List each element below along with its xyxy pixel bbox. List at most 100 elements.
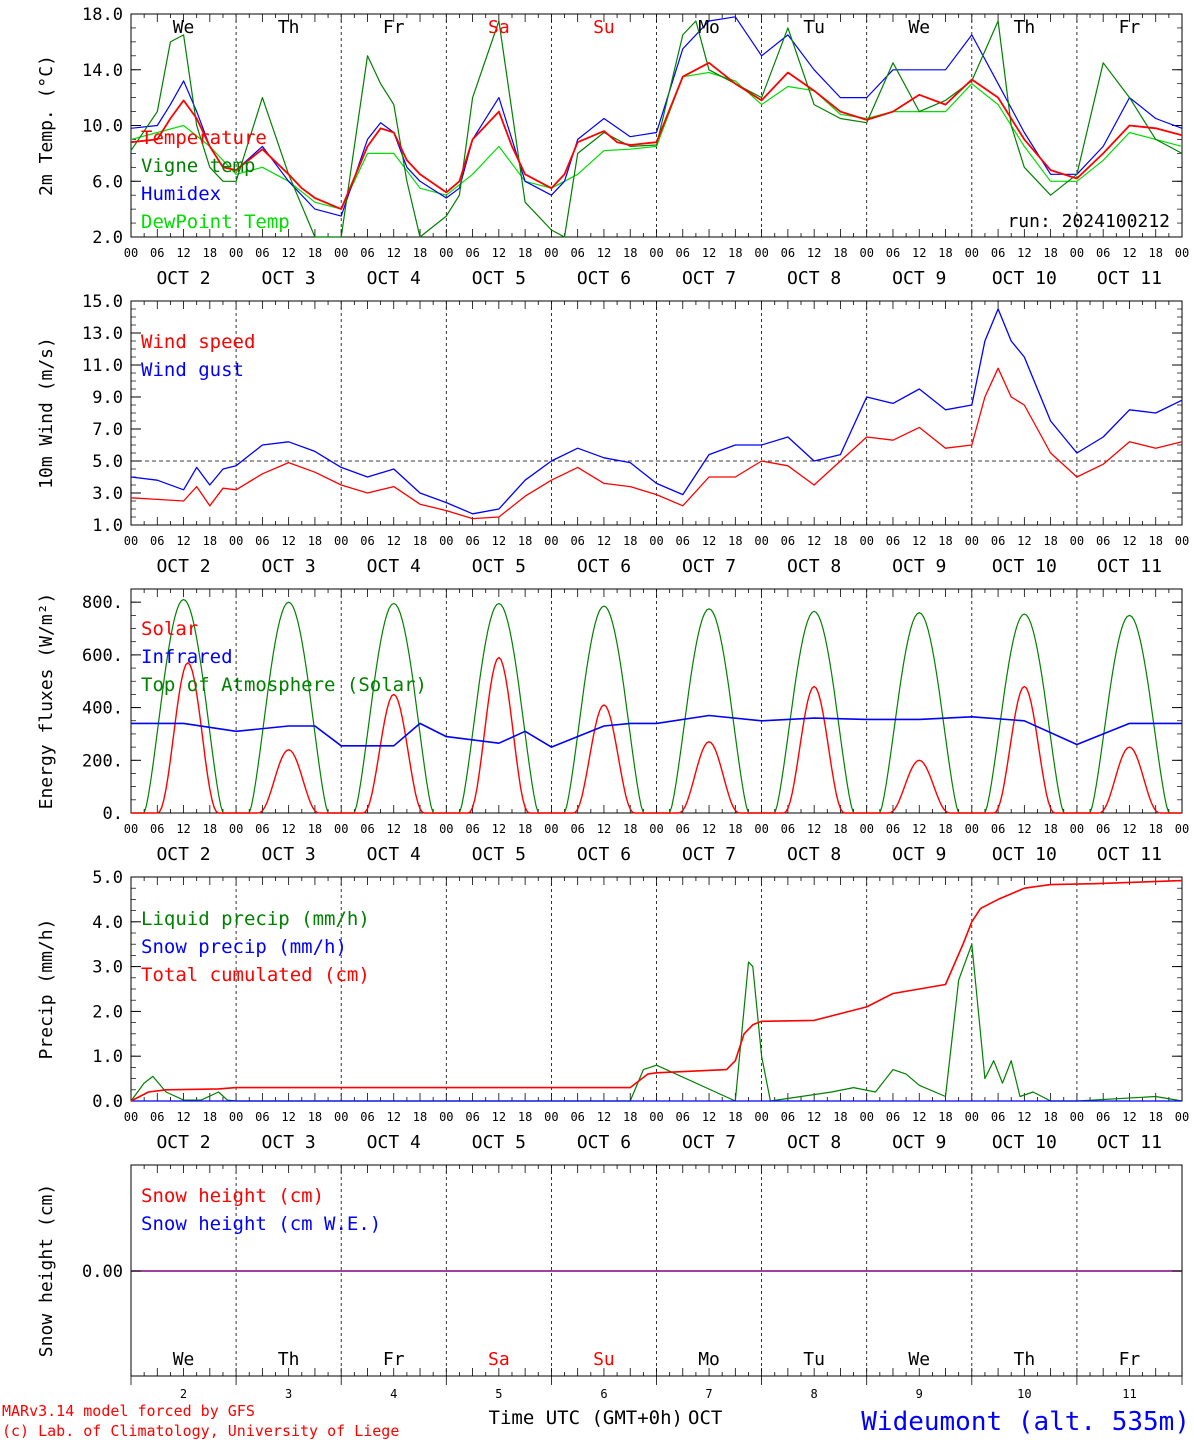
hour-tick-label: 00 xyxy=(649,1110,663,1124)
hour-tick-label: 18 xyxy=(1043,822,1057,836)
hour-tick-label: 06 xyxy=(1096,822,1110,836)
hour-tick-label: 12 xyxy=(807,534,821,548)
day-name-label: Th xyxy=(278,17,300,38)
date-label: OCT 11 xyxy=(1097,1132,1162,1153)
hour-tick-label: 00 xyxy=(544,534,558,548)
hour-tick-label: 00 xyxy=(1175,822,1189,836)
y-tick-label: 3.0 xyxy=(92,958,123,978)
hour-tick-label: 06 xyxy=(781,1110,795,1124)
hour-tick-label: 18 xyxy=(413,246,427,260)
hour-tick-label: 06 xyxy=(465,246,479,260)
date-label: OCT 8 xyxy=(787,556,841,577)
hour-tick-label: 06 xyxy=(465,822,479,836)
hour-tick-label: 12 xyxy=(176,1110,190,1124)
day-name-label: We xyxy=(173,1349,195,1370)
date-label: OCT 8 xyxy=(787,844,841,865)
y-tick-label: 0.00 xyxy=(82,1262,123,1282)
date-label: OCT 2 xyxy=(156,268,210,289)
hour-tick-label: 06 xyxy=(886,1110,900,1124)
date-label: OCT 5 xyxy=(472,844,526,865)
hour-tick-label: 12 xyxy=(176,822,190,836)
date-label: OCT 9 xyxy=(892,556,946,577)
hour-tick-label: 18 xyxy=(1148,534,1162,548)
y-tick-label: 5.0 xyxy=(92,868,123,888)
date-label: OCT 3 xyxy=(262,844,316,865)
y-tick-label: 10.0 xyxy=(82,117,123,137)
legend-entry: Total cumulated (cm) xyxy=(141,964,370,986)
hour-tick-label: 00 xyxy=(1175,1110,1189,1124)
hour-tick-label: 06 xyxy=(150,534,164,548)
legend-entry: Vigne temp xyxy=(141,155,255,177)
hour-tick-label: 00 xyxy=(649,822,663,836)
y-tick-label: 15.0 xyxy=(82,292,123,312)
hour-tick-label: 06 xyxy=(150,246,164,260)
hour-tick-label: 06 xyxy=(991,1110,1005,1124)
hour-tick-label: 18 xyxy=(938,534,952,548)
hour-tick-label: 18 xyxy=(308,822,322,836)
series-line-top-of-atmosphere-solar xyxy=(971,613,1077,814)
series-line-dewpoint-temp xyxy=(130,71,1183,210)
day-name-label: Tu xyxy=(803,1349,825,1370)
hour-tick-label: 12 xyxy=(281,246,295,260)
series-line-solar xyxy=(866,759,972,814)
hour-tick-label: 00 xyxy=(649,246,663,260)
hour-tick-label: 06 xyxy=(991,822,1005,836)
date-label: OCT 10 xyxy=(992,844,1057,865)
hour-tick-label: 12 xyxy=(1017,1110,1031,1124)
series-line-top-of-atmosphere-solar xyxy=(236,601,342,814)
y-tick-label: 9.0 xyxy=(92,388,123,408)
hour-tick-label: 00 xyxy=(965,534,979,548)
hour-tick-label: 12 xyxy=(1017,534,1031,548)
day-number-label: 5 xyxy=(495,1387,502,1401)
hour-tick-label: 06 xyxy=(360,1110,374,1124)
hour-tick-label: 00 xyxy=(544,1110,558,1124)
date-label: OCT 5 xyxy=(472,268,526,289)
hour-tick-label: 00 xyxy=(649,534,663,548)
hour-tick-label: 12 xyxy=(597,246,611,260)
day-name-label: Fr xyxy=(1119,17,1141,38)
day-name-label: Mo xyxy=(698,1349,720,1370)
series-line-liquid-precip-mm-h- xyxy=(130,943,1183,1102)
y-tick-label: 4.0 xyxy=(92,913,123,933)
hour-tick-label: 18 xyxy=(833,1110,847,1124)
hour-tick-label: 12 xyxy=(387,822,401,836)
hour-tick-label: 12 xyxy=(387,534,401,548)
hour-tick-label: 06 xyxy=(886,246,900,260)
day-name-label: Su xyxy=(593,17,615,38)
y-tick-label: 600. xyxy=(82,646,123,666)
hour-tick-label: 06 xyxy=(255,822,269,836)
hour-tick-label: 12 xyxy=(912,246,926,260)
hour-tick-label: 00 xyxy=(754,534,768,548)
hour-tick-label: 12 xyxy=(807,246,821,260)
hour-tick-label: 00 xyxy=(1070,1110,1084,1124)
hour-tick-label: 12 xyxy=(1122,534,1136,548)
hour-tick-label: 00 xyxy=(334,246,348,260)
hour-tick-label: 06 xyxy=(886,534,900,548)
date-label: OCT 10 xyxy=(992,556,1057,577)
day-name-label: Fr xyxy=(383,1349,405,1370)
hour-tick-label: 06 xyxy=(676,822,690,836)
hour-tick-label: 12 xyxy=(387,246,401,260)
hour-tick-label: 18 xyxy=(623,246,637,260)
series-line-solar xyxy=(656,741,762,814)
hour-tick-label: 18 xyxy=(413,822,427,836)
hour-tick-label: 18 xyxy=(728,246,742,260)
hour-tick-label: 18 xyxy=(623,1110,637,1124)
hour-tick-label: 18 xyxy=(938,822,952,836)
hour-tick-label: 18 xyxy=(728,822,742,836)
hour-tick-label: 06 xyxy=(676,534,690,548)
panel-1-frame xyxy=(130,13,1183,238)
series-line-temperature xyxy=(130,61,1183,211)
hour-tick-label: 00 xyxy=(965,246,979,260)
date-label: OCT 11 xyxy=(1097,268,1162,289)
series-line-solar xyxy=(761,685,867,814)
day-name-label: Th xyxy=(1014,1349,1036,1370)
y-tick-label: 1.0 xyxy=(92,516,123,536)
hour-tick-label: 18 xyxy=(1043,1110,1057,1124)
y-tick-label: 2.0 xyxy=(92,1002,123,1022)
series-line-top-of-atmosphere-solar xyxy=(131,598,237,814)
day-name-label: Sa xyxy=(488,17,510,38)
hour-tick-label: 12 xyxy=(281,534,295,548)
hour-tick-label: 06 xyxy=(991,246,1005,260)
date-label: OCT 5 xyxy=(472,1132,526,1153)
